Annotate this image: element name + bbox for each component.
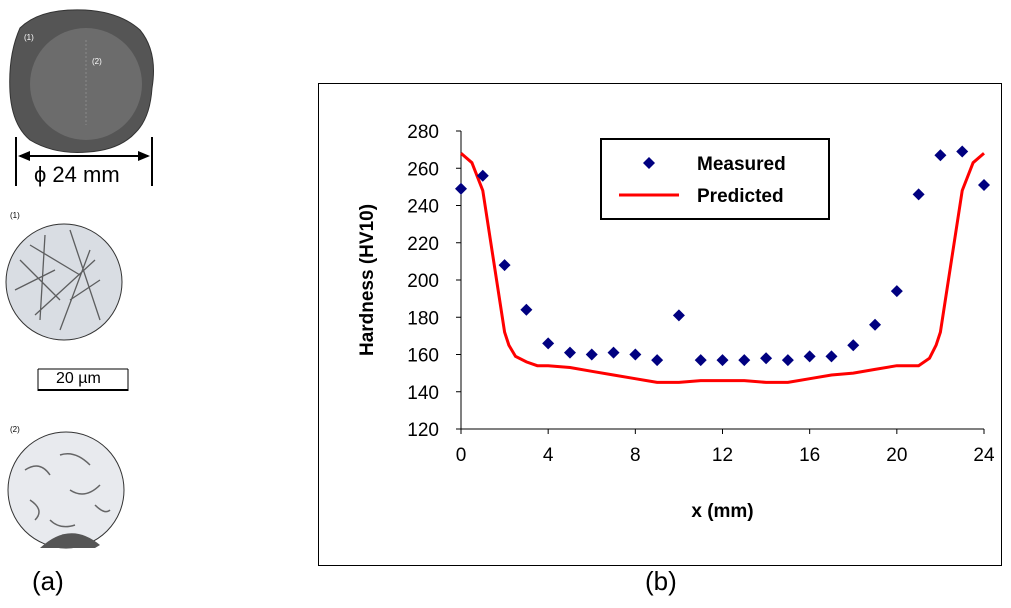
predicted-line: [460, 152, 985, 384]
legend-box: [600, 138, 830, 220]
legend-measured-marker: [643, 157, 655, 169]
region-label-2: (2): [92, 57, 102, 66]
y-tick-label: 220: [407, 234, 439, 255]
y-axis-label: Hardness (HV10): [357, 204, 378, 356]
x-tick-label: 12: [712, 445, 733, 466]
measured-point: [781, 354, 794, 367]
x-tick-label: 16: [799, 445, 820, 466]
x-tick-label: 0: [456, 445, 467, 466]
measured-point: [760, 352, 773, 365]
x-tick-label: 24: [973, 445, 995, 466]
diameter-label: ϕ 24 mm: [34, 162, 120, 187]
measured-point: [694, 354, 707, 367]
x-axis-label: x (mm): [691, 501, 753, 522]
measured-point: [912, 188, 925, 201]
measured-point: [607, 346, 620, 359]
y-tick-label: 240: [407, 197, 439, 218]
x-tick-label: 4: [543, 445, 554, 466]
legend-predicted-label: Predicted: [697, 186, 784, 207]
micrograph-2-label: (2): [10, 425, 20, 434]
measured-point: [738, 354, 751, 367]
measured-point: [956, 145, 969, 158]
y-tick-label: 260: [407, 159, 439, 180]
measured-point: [978, 179, 990, 192]
measured-point: [672, 309, 685, 322]
measured-point: [847, 339, 860, 352]
measured-point: [498, 259, 511, 272]
measured-point: [869, 318, 882, 331]
region-label-1: (1): [24, 33, 34, 42]
y-tick-label: 280: [407, 122, 439, 143]
measured-point: [563, 346, 576, 359]
legend-measured-label: Measured: [697, 154, 786, 175]
micrograph-1-label: (1): [10, 211, 20, 220]
y-tick-label: 200: [407, 271, 439, 292]
y-tick-label: 160: [407, 346, 439, 367]
scale-bar-label: 20 µm: [56, 370, 101, 387]
measured-point: [455, 182, 467, 195]
caption-b: (b): [645, 566, 677, 596]
measured-point: [629, 348, 642, 361]
chart-frame: 120 140 160 180 200 220 240 260 280 0 4 8 12 16 20 24 x …: [318, 83, 1002, 566]
y-tick-label: 120: [407, 420, 439, 441]
measured-point: [716, 354, 729, 367]
y-tick-label: 140: [407, 383, 439, 404]
measured-point: [520, 303, 533, 316]
measured-point: [803, 350, 816, 363]
measured-point: [651, 354, 664, 367]
measured-point: [542, 337, 555, 350]
y-tick-label: 180: [407, 308, 439, 329]
panel-a: (1) (2) (1) (2) ϕ 24 mm 20 µm (a): [0, 0, 170, 603]
micrograph-1: [5, 223, 123, 341]
measured-point: [585, 348, 598, 361]
x-tick-label: 20: [886, 445, 907, 466]
measured-point: [890, 285, 903, 298]
measured-point: [825, 350, 838, 363]
micrograph-2: [7, 431, 125, 549]
measured-point: [476, 169, 489, 182]
measured-point: [934, 149, 947, 162]
hardness-chart: 120 140 160 180 200 220 240 260 280 0 4 8 12 16 20 24 x …: [357, 122, 995, 522]
caption-a: (a): [32, 566, 64, 596]
panel-a-graphics: (1) (2) (1) (2): [5, 9, 154, 549]
x-tick-label: 8: [630, 445, 641, 466]
